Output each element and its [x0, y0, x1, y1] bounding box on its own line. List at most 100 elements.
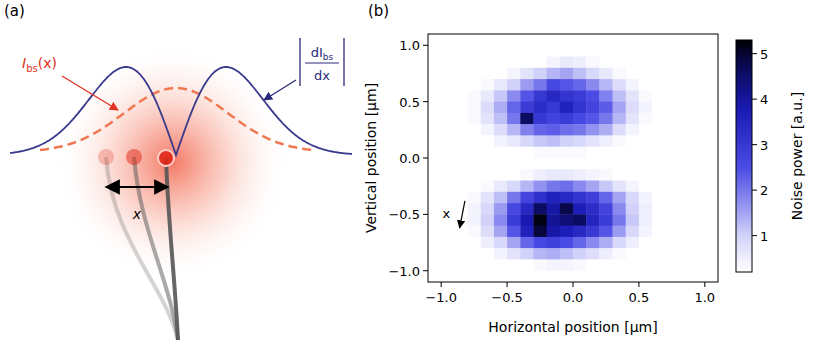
cell: [586, 57, 600, 69]
cell: [481, 271, 495, 282]
cell: [533, 113, 547, 125]
cell: [547, 113, 561, 125]
cell: [586, 237, 600, 249]
cell: [665, 147, 679, 159]
label-part: (x): [38, 55, 57, 71]
cell: [547, 68, 561, 80]
nanowire: [166, 158, 178, 340]
cell: [428, 259, 442, 271]
cell: [678, 181, 692, 193]
cell: [573, 57, 587, 69]
annotation-label: x: [443, 206, 451, 221]
panel-b: (b)−1.0−0.50.00.51.0−1.0−0.50.00.51.0Hor…: [363, 2, 805, 335]
cell: [428, 248, 442, 260]
cell: [692, 79, 706, 91]
cell: [441, 57, 455, 69]
cell: [520, 113, 534, 125]
cell: [626, 124, 640, 136]
cell: [678, 203, 692, 215]
cell: [533, 102, 547, 114]
cell: [441, 34, 455, 46]
cell: [665, 214, 679, 226]
cell: [613, 259, 627, 271]
cell: [639, 79, 653, 91]
cell: [599, 203, 613, 215]
cell: [533, 57, 547, 69]
cell: [454, 248, 468, 260]
cell: [573, 90, 587, 102]
cell: [599, 79, 613, 91]
cell: [705, 34, 718, 46]
cell: [705, 181, 718, 193]
cell: [665, 248, 679, 260]
cell: [599, 102, 613, 114]
cell: [678, 158, 692, 170]
cell: [507, 90, 521, 102]
cell: [692, 90, 706, 102]
cell: [428, 226, 442, 238]
cell: [494, 57, 508, 69]
cell: [547, 45, 561, 57]
label-part: bs: [26, 63, 38, 74]
cell: [639, 158, 653, 170]
cell: [494, 181, 508, 193]
x-axis-title: Horizontal position [µm]: [488, 319, 657, 335]
cell: [454, 57, 468, 69]
cell: [665, 135, 679, 147]
cell: [533, 147, 547, 159]
cell: [613, 192, 627, 204]
derivative-numerator: dIbs: [311, 45, 334, 62]
nanowire-tip: [98, 149, 114, 165]
cell: [599, 34, 613, 46]
cell: [481, 158, 495, 170]
nanowire: [134, 157, 178, 340]
cell: [454, 79, 468, 91]
cell: [454, 45, 468, 57]
cell: [547, 248, 561, 260]
cell: [454, 181, 468, 193]
cell: [652, 57, 666, 69]
cell: [678, 90, 692, 102]
colorbar-tick-label: 2: [760, 183, 768, 198]
cell: [560, 248, 574, 260]
cell: [481, 248, 495, 260]
cell: [481, 45, 495, 57]
cell: [560, 135, 574, 147]
cell: [573, 45, 587, 57]
cell: [613, 181, 627, 193]
cell: [468, 57, 482, 69]
cell: [560, 226, 574, 238]
cell: [692, 192, 706, 204]
y-tick: [423, 101, 428, 102]
colorbar-tick-label: 4: [760, 92, 768, 107]
cell: [586, 102, 600, 114]
cell: [560, 79, 574, 91]
cell: [441, 102, 455, 114]
annotation-arrow: [460, 201, 465, 228]
cell: [560, 181, 574, 193]
cell: [547, 271, 561, 282]
cell: [613, 90, 627, 102]
cell: [639, 34, 653, 46]
cell: [599, 248, 613, 260]
colorbar-tick: [752, 235, 757, 236]
cell: [678, 79, 692, 91]
cell: [468, 90, 482, 102]
cell: [533, 68, 547, 80]
cell: [533, 79, 547, 91]
cell: [441, 259, 455, 271]
derivative-arrow: [264, 80, 296, 100]
cell: [533, 135, 547, 147]
cell: [586, 147, 600, 159]
cell: [599, 181, 613, 193]
cell: [692, 113, 706, 125]
cell: [428, 34, 442, 46]
cell: [547, 57, 561, 69]
cell: [613, 158, 627, 170]
cell: [454, 259, 468, 271]
cell: [428, 169, 442, 181]
cell: [481, 68, 495, 80]
cell: [494, 34, 508, 46]
cell: [652, 34, 666, 46]
cell: [481, 203, 495, 215]
